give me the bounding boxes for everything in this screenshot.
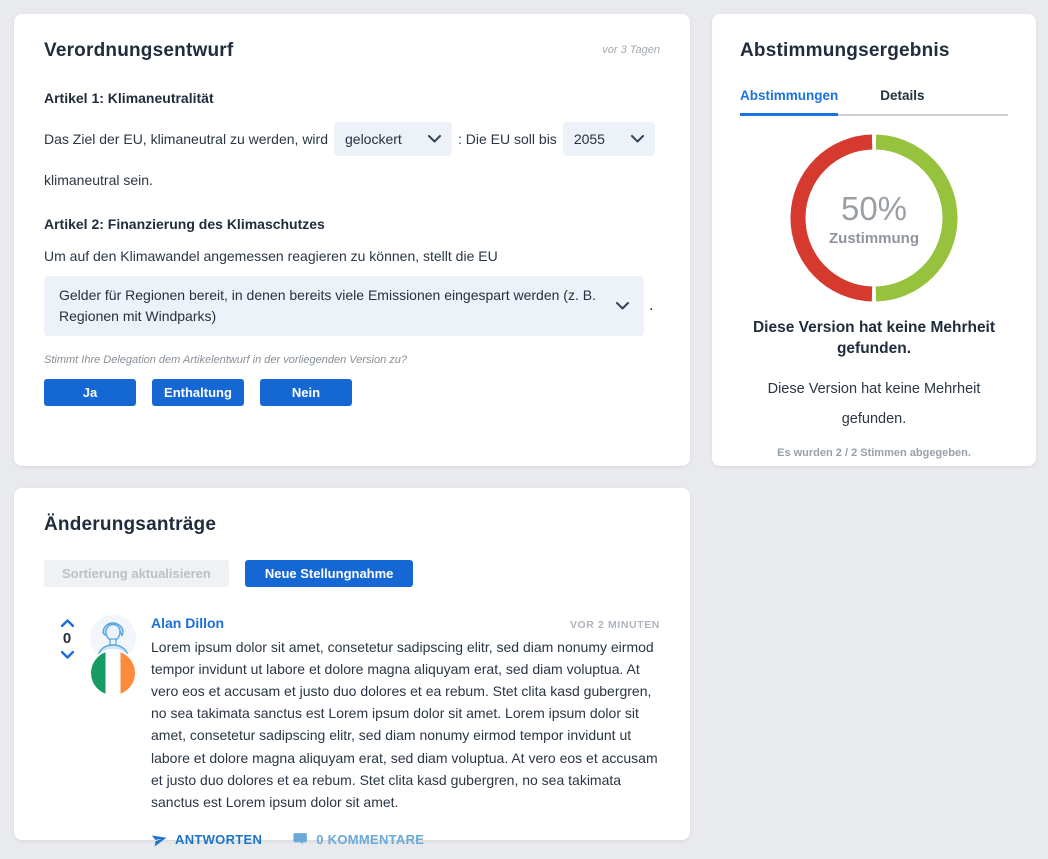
chevron-down-icon (616, 302, 629, 310)
amendments-card: Änderungsanträge Sortierung aktualisiere… (14, 488, 690, 847)
new-statement-button[interactable]: Neue Stellungnahme (244, 560, 414, 587)
donut-svg (790, 134, 958, 302)
article2-sentence: Gelder für Regionen bereit, in denen ber… (44, 276, 660, 336)
comment-vote-control: 0 (57, 615, 77, 859)
approval-percentage: 50% (840, 189, 908, 227)
article1-mode-dropdown[interactable]: gelockert (334, 122, 452, 156)
comment-header: Alan Dillon VOR 2 MINUTEN (151, 615, 660, 631)
draft-timestamp: vor 3 Tagen (602, 44, 660, 56)
comments-button[interactable]: 0 KOMMENTARE (292, 831, 424, 848)
article1-sentence: Das Ziel der EU, klimaneutral zu werden,… (44, 122, 660, 156)
update-sorting-button[interactable]: Sortierung aktualisieren (44, 560, 229, 587)
tab-details[interactable]: Details (880, 88, 925, 103)
draft-header: Verordnungsentwurf vor 3 Tagen (44, 40, 660, 62)
chevron-down-icon (630, 135, 644, 143)
article1-year-dropdown[interactable]: 2055 (562, 122, 655, 156)
amendments-actions: Sortierung aktualisieren Neue Stellungna… (44, 560, 660, 587)
paper-plane-icon (151, 831, 168, 848)
vote-abstain-button[interactable]: Enthaltung (152, 379, 244, 406)
article2-heading: Artikel 2: Finanzierung des Klimaschutze… (44, 216, 325, 232)
result-text: Diese Version hat keine Mehrheit gefunde… (767, 380, 981, 428)
ireland-flag-icon (91, 651, 135, 695)
chevron-down-icon (428, 135, 441, 143)
result-tabs: Abstimmungen Details (740, 88, 1008, 116)
avatar (90, 615, 136, 695)
speech-bubble-icon (292, 831, 309, 848)
voting-result-card: Abstimmungsergebnis Abstimmungen Details… (712, 14, 1036, 466)
comment-score: 0 (62, 630, 72, 647)
vote-no-button[interactable]: Nein (260, 379, 352, 406)
draft-card-title: Verordnungsentwurf (44, 40, 234, 61)
article1-text-after: klimaneutral sein. (44, 172, 153, 188)
article2-intro: Um auf den Klimawandel angemessen reagie… (44, 248, 498, 264)
reply-label: ANTWORTEN (175, 831, 263, 847)
comment-timestamp: VOR 2 MINUTEN (569, 619, 660, 631)
comment-body: Lorem ipsum dolor sit amet, consetetur s… (151, 639, 658, 810)
comments-label: 0 KOMMENTARE (316, 831, 425, 847)
comment-actions: ANTWORTEN 0 KOMMENTARE (151, 831, 660, 848)
donut-center: 50% Zustimmung (790, 134, 958, 302)
downvote-button[interactable] (60, 651, 74, 659)
comment-author-link[interactable]: Alan Dillon (151, 615, 225, 631)
amendments-card-title: Änderungsanträge (44, 514, 217, 535)
comment-item: 0 Alan D (44, 615, 660, 859)
article2-funding-dropdown[interactable]: Gelder für Regionen bereit, in denen ber… (44, 276, 644, 336)
result-card-title: Abstimmungsergebnis (740, 40, 950, 61)
article1-text-middle: : Die EU soll bis (458, 131, 557, 147)
article1-year-value: 2055 (573, 131, 605, 147)
vote-yes-button[interactable]: Ja (44, 379, 136, 406)
votes-cast-info: Es wurden 2 / 2 Stimmen abgegeben. (777, 446, 971, 459)
vote-question: Stimmt Ihre Delegation dem Artikelentwur… (44, 354, 407, 366)
article1-mode-value: gelockert (345, 131, 402, 147)
result-heading: Diese Version hat keine Mehrheit gefunde… (752, 319, 996, 357)
approval-label: Zustimmung (829, 229, 919, 247)
article2-suffix: . (649, 297, 654, 314)
vote-button-row: Ja Enthaltung Nein (44, 379, 660, 406)
reply-button[interactable]: ANTWORTEN (151, 831, 262, 848)
upvote-button[interactable] (60, 619, 74, 627)
tab-abstimmungen[interactable]: Abstimmungen (740, 88, 839, 116)
approval-donut-chart: 50% Zustimmung (790, 134, 958, 302)
article1-text-before: Das Ziel der EU, klimaneutral zu werden,… (44, 131, 328, 147)
draft-regulation-card: Verordnungsentwurf vor 3 Tagen Artikel 1… (14, 14, 690, 466)
article1-heading: Artikel 1: Klimaneutralität (44, 90, 214, 106)
article2-funding-value: Gelder für Regionen bereit, in denen ber… (59, 287, 596, 324)
comment-main: Alan Dillon VOR 2 MINUTEN Lorem ipsum do… (151, 615, 660, 859)
